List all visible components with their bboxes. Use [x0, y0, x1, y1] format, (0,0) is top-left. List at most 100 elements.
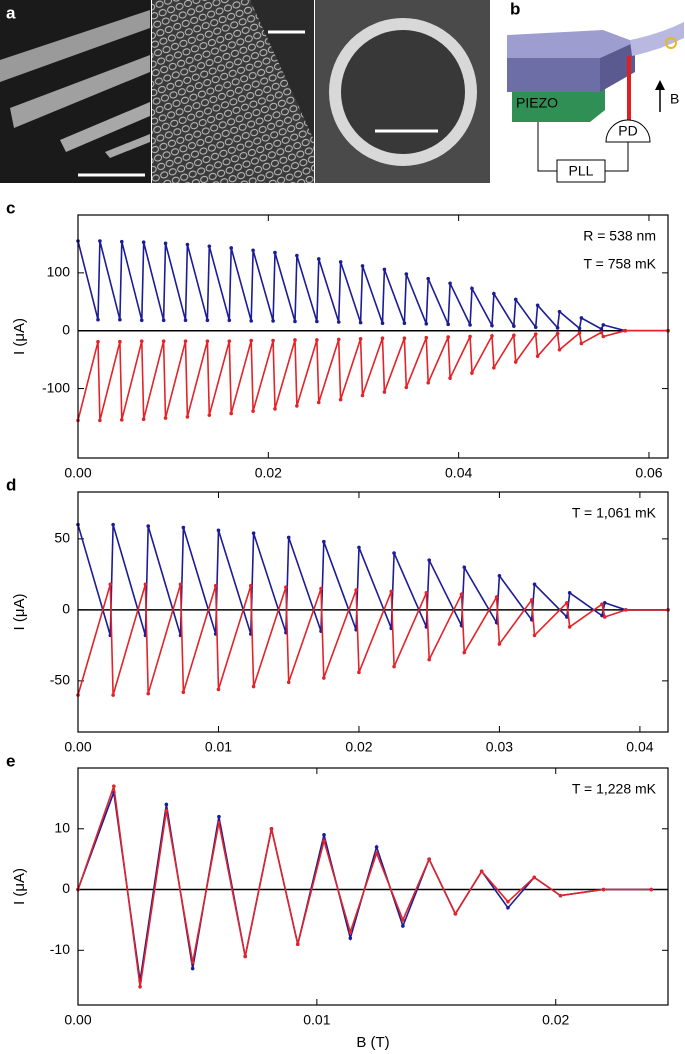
data-point [185, 242, 190, 247]
data-point [348, 936, 353, 940]
field-label: B [670, 91, 679, 107]
x-tick-label: 0.01 [303, 1012, 330, 1028]
data-point [401, 924, 405, 928]
data-point [424, 591, 429, 595]
series-line [77, 584, 668, 696]
data-point [513, 297, 518, 302]
data-point [600, 613, 604, 618]
data-point [273, 407, 277, 411]
data-point [567, 625, 572, 629]
data-point [322, 676, 326, 680]
data-point [286, 535, 291, 540]
data-point [316, 400, 321, 405]
data-point [601, 323, 606, 327]
annotation: T = 758 mK [583, 256, 656, 272]
data-point [555, 331, 560, 336]
data-point [217, 814, 221, 819]
data-point [577, 331, 582, 335]
plot-frame [77, 767, 669, 1006]
data-point [216, 528, 221, 533]
data-point [599, 327, 604, 331]
data-point [108, 582, 113, 587]
data-point [427, 558, 431, 562]
data-point [448, 376, 452, 380]
data-point [402, 321, 407, 325]
data-point [453, 912, 458, 916]
data-point [119, 239, 124, 244]
y-tick-label: 100 [47, 264, 71, 280]
panel-a: a [0, 0, 490, 183]
data-point [163, 241, 168, 246]
data-point [424, 335, 429, 340]
data-point [251, 531, 256, 535]
data-point [529, 598, 534, 602]
data-point [577, 326, 582, 331]
pd-label: PD [618, 123, 637, 139]
data-point [426, 380, 430, 385]
x-axis-label: B (T) [356, 1034, 389, 1051]
data-point [357, 545, 361, 550]
data-point [513, 360, 518, 364]
data-point [558, 893, 563, 898]
data-point [374, 851, 379, 855]
data-point [424, 321, 429, 326]
y-tick-label: -10 [50, 941, 70, 957]
data-point [567, 591, 572, 595]
data-point [535, 303, 540, 308]
data-point [624, 608, 628, 612]
strip [0, 10, 150, 82]
data-point [271, 338, 275, 343]
data-point [600, 602, 604, 606]
data-point [146, 524, 151, 528]
panel-label: a [6, 3, 16, 22]
x-tick-label: 0.03 [486, 739, 513, 755]
arrow-head [655, 80, 665, 90]
data-point [163, 416, 168, 420]
x-tick-label: 0.02 [542, 1012, 569, 1028]
data-point [532, 582, 537, 587]
data-point [319, 586, 323, 591]
y-tick-label: 50 [54, 530, 70, 546]
x-tick-label: 0.02 [345, 739, 372, 755]
data-point [490, 323, 494, 328]
holder-front [507, 58, 600, 92]
data-point [392, 551, 396, 555]
data-point [207, 413, 212, 417]
data-point [164, 802, 169, 807]
data-point [374, 845, 379, 849]
y-tick-label: 10 [54, 819, 70, 835]
data-point [506, 899, 510, 904]
x-tick-label: 0.04 [626, 739, 653, 755]
data-point [401, 918, 405, 922]
series-line [77, 329, 668, 421]
data-point [293, 338, 297, 342]
data-point [141, 417, 146, 422]
data-point [380, 336, 385, 341]
data-point [164, 808, 169, 813]
data-point [295, 404, 299, 408]
data-point [389, 589, 394, 594]
data-point [119, 418, 124, 422]
data-point [446, 322, 450, 327]
x-tick-label: 0.00 [64, 1012, 91, 1028]
data-point [601, 334, 606, 339]
data-point [448, 281, 452, 286]
data-point [271, 319, 275, 323]
data-point [183, 339, 188, 343]
data-point [492, 365, 496, 370]
data-point [404, 385, 409, 390]
data-point [146, 691, 151, 696]
wire [537, 122, 557, 172]
x-tick-label: 0.01 [205, 739, 232, 755]
data-point [380, 321, 385, 325]
data-point [98, 239, 102, 243]
data-point [565, 600, 569, 605]
y-tick-label: -100 [42, 379, 70, 395]
data-point [286, 680, 291, 685]
data-point [649, 887, 654, 892]
data-point [96, 339, 100, 344]
data-point [284, 585, 288, 589]
plot-frame [77, 214, 669, 459]
data-point [535, 354, 540, 358]
data-point [599, 330, 604, 335]
